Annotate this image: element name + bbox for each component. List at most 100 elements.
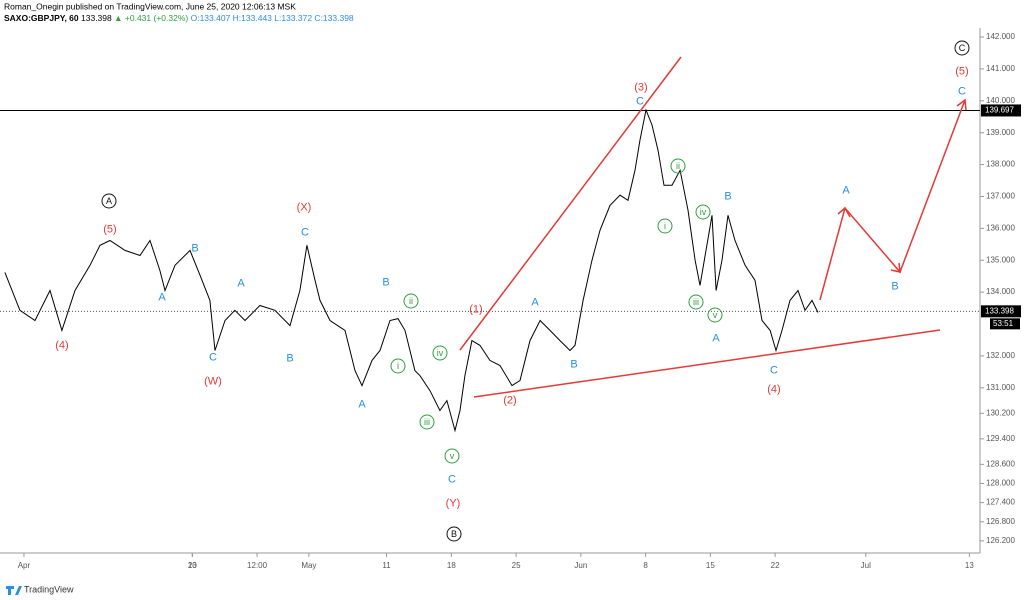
wave-label: ii	[409, 296, 413, 306]
wave-label: ii	[676, 161, 680, 171]
x-tick-label: 13	[188, 561, 197, 570]
wave-label: B	[724, 190, 731, 202]
drawings	[459, 56, 967, 398]
wave-label: i	[664, 221, 666, 231]
trend-line	[473, 329, 941, 398]
y-tick-label: 139.000	[986, 128, 1015, 137]
price-label-box	[981, 305, 1021, 318]
wave-label: (2)	[503, 394, 516, 406]
wave-label: C	[770, 364, 778, 376]
y-tick-label: 128.600	[986, 459, 1015, 468]
wave-label: A	[842, 184, 850, 196]
change: ▲ +0.431 (+0.32%)	[114, 13, 188, 23]
wave-circle	[707, 307, 723, 323]
wave-label: A	[158, 291, 166, 303]
x-tick-label: 13	[965, 561, 974, 570]
wave-label: C	[448, 473, 456, 485]
wave-label: A	[106, 196, 112, 206]
wave-label: (3)	[634, 81, 647, 93]
symbol: SAXO:GBPJPY, 60	[4, 13, 79, 23]
wave-label: C	[958, 85, 966, 97]
y-tick-label: 135.000	[986, 255, 1015, 264]
wave-circle	[101, 193, 117, 209]
wave-label: (1)	[469, 303, 482, 315]
wave-label: B	[891, 280, 898, 292]
wave-label: C	[636, 95, 644, 107]
x-tick-label: 15	[706, 561, 715, 570]
y-tick-label: 142.000	[986, 32, 1015, 41]
brand: TradingView	[24, 584, 74, 594]
wave-circle	[432, 345, 448, 361]
trend-line	[459, 56, 682, 351]
x-tick-label: 25	[512, 561, 521, 570]
y-tick-label: 140.000	[986, 96, 1015, 105]
wave-circle	[419, 414, 435, 430]
wave-circle	[954, 40, 970, 56]
y-tick-label: 126.200	[986, 536, 1015, 545]
arrow-head	[890, 262, 901, 273]
wave-label: (5)	[955, 65, 968, 77]
wave-circle	[390, 358, 406, 374]
wave-label: v	[713, 310, 718, 320]
x-tick-label: May	[301, 561, 316, 570]
ohlc: O:133.407 H:133.443 L:133.372 C:133.398	[191, 13, 354, 23]
arrow-head	[837, 206, 851, 218]
y-tick-label: 131.000	[986, 383, 1015, 392]
wave-circle	[444, 448, 460, 464]
wave-label: B	[382, 276, 389, 288]
y-tick-label: 126.800	[986, 517, 1015, 526]
wave-circle	[670, 158, 686, 174]
wave-circle	[688, 294, 704, 310]
header-title: Roman_Onegin published on TradingView.co…	[4, 1, 296, 11]
wave-label: (Y)	[446, 497, 461, 509]
wave-label: C	[301, 226, 309, 238]
x-tick-label: Apr	[18, 561, 31, 570]
wave-label: A	[712, 332, 720, 344]
y-tick-label: 130.200	[986, 408, 1015, 417]
x-tick-label: 12:00	[247, 561, 268, 570]
wave-circle	[403, 293, 419, 309]
wave-label: A	[237, 277, 245, 289]
y-tick-label: 134.000	[986, 287, 1015, 296]
countdown: 53:51	[993, 319, 1014, 328]
wave-circle	[695, 204, 711, 220]
wave-circle	[657, 218, 673, 234]
header-quote: SAXO:GBPJPY, 60 133.398 ▲ +0.431 (+0.32%…	[4, 13, 354, 23]
wave-label: B	[451, 529, 457, 539]
wave-label: B	[570, 358, 577, 370]
wave-label: C	[959, 43, 966, 53]
last-price-label: 133.398	[985, 306, 1014, 315]
wave-label: (5)	[103, 223, 116, 235]
resistance-label: 139.697	[985, 106, 1014, 115]
wave-label: A	[531, 296, 539, 308]
wave-labels: A B C (5) (4) (W) (X) (1) (2) (Y) (3) (4) (5) B A C A B C B…	[55, 40, 970, 542]
x-tick-label: 8	[643, 561, 648, 570]
logo-icon	[6, 586, 22, 595]
x-tick-label: Jul	[861, 561, 871, 570]
price-label-box	[981, 104, 1021, 117]
wave-label: iv	[437, 348, 444, 358]
x-tick-label: 22	[771, 561, 780, 570]
wave-label: (4)	[55, 339, 68, 351]
y-tick-label: 129.400	[986, 434, 1015, 443]
x-tick-label: Jun	[574, 561, 587, 570]
wave-label: A	[358, 398, 366, 410]
projection-path	[819, 99, 966, 301]
wave-label: (X)	[297, 201, 312, 213]
wave-label: iii	[424, 417, 430, 427]
wave-label: iii	[693, 297, 699, 307]
brand-logo: TradingView	[6, 584, 74, 595]
wave-label: B	[191, 242, 198, 254]
y-tick-label: 127.400	[986, 498, 1015, 507]
y-tick-label: 132.000	[986, 351, 1015, 360]
y-tick-label: 141.000	[986, 64, 1015, 73]
wave-label: B	[286, 352, 293, 364]
wave-circle	[446, 526, 462, 542]
x-tick-label: 18	[447, 561, 456, 570]
price-line	[4, 108, 819, 433]
x-tick-label: 11	[382, 561, 391, 570]
y-tick-label: 128.000	[986, 479, 1015, 488]
y-tick-label: 137.000	[986, 192, 1015, 201]
last-price: 133.398	[81, 13, 112, 23]
